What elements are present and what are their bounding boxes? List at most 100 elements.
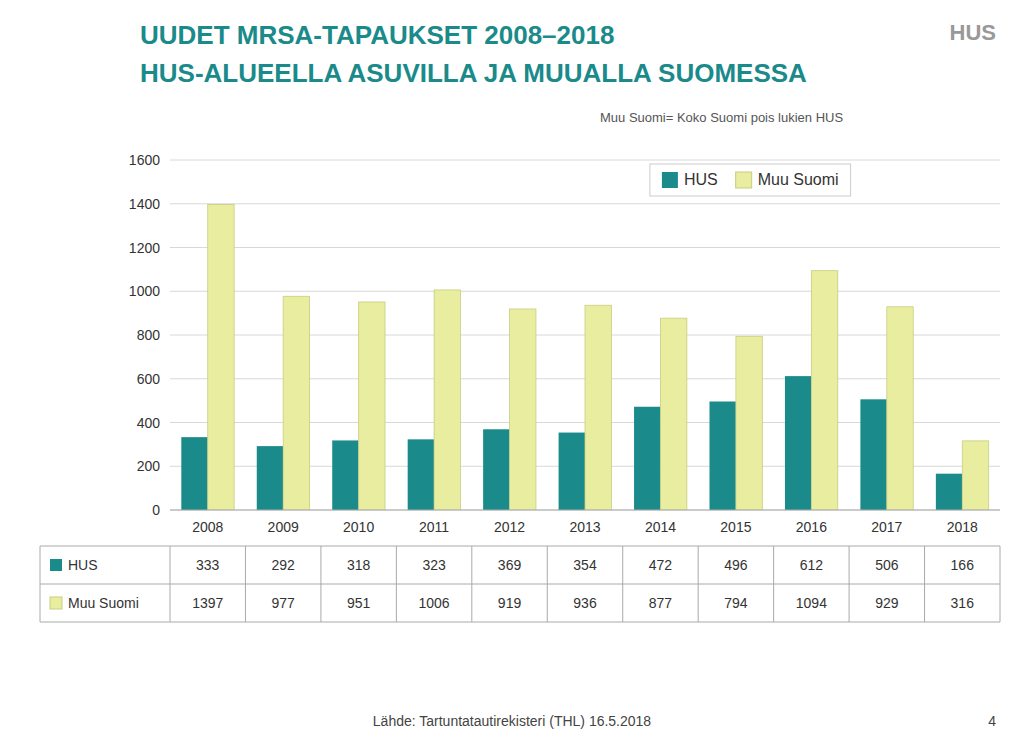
table-rule [471,546,472,622]
grid-line [170,203,1000,204]
title-line: UUDET MRSA-TAPAUKSET 2008–2018 [140,20,614,50]
footnote: Lähde: Tartuntatautirekisteri (THL) 16.5… [373,713,652,729]
bar [585,305,611,510]
table-row-label: HUS [68,557,98,573]
x-tick-label: 2015 [720,519,751,535]
x-tick-label: 2014 [645,519,676,535]
table-rule [40,622,1000,623]
table-rule [40,546,1000,547]
table-rule [698,546,699,622]
table-rule [547,546,548,622]
x-tick-label: 2008 [192,519,223,535]
bars [181,204,988,510]
bar [634,407,660,510]
table-value: 496 [724,557,748,573]
table-rule [773,546,774,622]
table-rule [170,546,171,622]
table-value: 936 [573,595,597,611]
table-rule [40,584,1000,585]
bar [660,318,686,510]
table-value: 506 [875,557,899,573]
bar [510,309,536,510]
table-value: 1094 [796,595,827,611]
table-value: 951 [347,595,371,611]
table-rule [396,546,397,622]
table-value: 977 [272,595,296,611]
legend-swatch [736,172,752,188]
legend-frame [650,164,851,196]
table-value: 929 [875,595,899,611]
legend-label: Muu Suomi [758,171,839,188]
logo: HUS [950,20,996,45]
grid-line [170,510,1000,511]
table-rule [40,546,41,622]
table-value: 354 [573,557,597,573]
x-tick-label: 2012 [494,519,525,535]
table-value: 318 [347,557,371,573]
grid-line [170,291,1000,292]
x-tick-label: 2010 [343,519,374,535]
table-rule [245,546,246,622]
table-value: 472 [649,557,673,573]
y-tick-label: 1200 [129,240,160,256]
bar [887,307,913,510]
bar [434,290,460,510]
title-line: HUS-ALUEELLA ASUVILLA JA MUUALLA SUOMESS… [140,58,807,88]
bar [736,336,762,510]
table-rule [320,546,321,622]
table-value: 1397 [192,595,223,611]
table-row-label: Muu Suomi [68,595,139,611]
bar [559,433,585,510]
bar [181,437,207,510]
bar [785,376,811,510]
legend-label: HUS [684,171,718,188]
y-tick-label: 0 [152,502,160,518]
chart: UUDET MRSA-TAPAUKSET 2008–2018 HUS-ALUEEL… [0,0,1024,744]
x-tick-label: 2011 [419,519,449,535]
x-tick-label: 2013 [569,519,600,535]
bar [359,302,385,510]
x-tick-label: 2018 [947,519,978,535]
table-value: 877 [649,595,673,611]
table-swatch [50,559,62,571]
y-tick-label: 600 [137,371,161,387]
table-value: 323 [422,557,446,573]
x-tick-label: 2016 [796,519,827,535]
table-value: 333 [196,557,220,573]
x-tick-label: 2009 [268,519,299,535]
legend-swatch [662,172,678,188]
title: UUDET MRSA-TAPAUKSET 2008–2018 HUS-ALUEEL… [140,20,807,88]
table-value: 919 [498,595,522,611]
table-value: 612 [800,557,824,573]
subtitle: Muu Suomi= Koko Suomi pois lukien HUS [600,110,843,125]
table-rule [849,546,850,622]
bar [257,446,283,510]
bar [710,402,736,511]
bar [408,439,434,510]
bar [332,440,358,510]
table-rule [924,546,925,622]
y-tick-label: 1000 [129,283,160,299]
bar [962,441,988,510]
bar [811,271,837,510]
table-value: 166 [951,557,975,573]
legend: HUS Muu Suomi [650,164,851,196]
table-value: 316 [951,595,975,611]
x-axis-line [170,510,1000,511]
data-table: HUS333292318323369354472496612506166Muu … [40,546,1000,622]
y-tick-label: 200 [137,458,161,474]
x-tick-label: 2017 [871,519,902,535]
bar [483,429,509,510]
bar [936,474,962,510]
table-value: 292 [272,557,296,573]
page-number: 4 [988,713,996,729]
table-rule [1000,546,1001,622]
bar [860,399,886,510]
y-tick-label: 1600 [129,152,160,168]
grid-line [170,160,1000,161]
table-value: 794 [724,595,748,611]
table-value: 1006 [419,595,450,611]
grid-line [170,247,1000,248]
bar [283,296,309,510]
table-swatch [50,597,62,609]
